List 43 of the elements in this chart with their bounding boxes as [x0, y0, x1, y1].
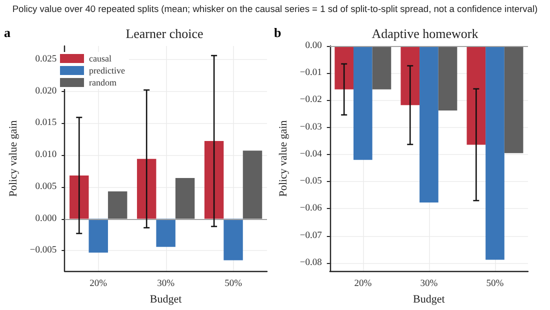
y-axis-title: Policy value gain — [8, 120, 20, 197]
y-tick-label: 0.010 — [35, 150, 57, 160]
y-tick-label: −0.005 — [30, 246, 57, 256]
y-tick-label: −0.01 — [300, 68, 322, 78]
chart-subtitle: Policy value over 40 repeated splits (mean; whisker on the causal series = 1 sd of split-to-split spread, not a confidence interval) — [11, 4, 539, 14]
y-tick-label: −0.02 — [300, 95, 322, 106]
bar — [175, 178, 195, 219]
chart-title: Learner choice — [126, 26, 204, 41]
x-tick-label: 50% — [224, 279, 242, 290]
y-tick-label: −0.07 — [300, 230, 322, 241]
x-axis-title: Budget — [150, 294, 182, 306]
y-tick-label: −0.03 — [300, 122, 322, 132]
bar — [156, 218, 176, 247]
text: b — [274, 25, 282, 40]
bar — [88, 218, 108, 253]
y-tick-label: 0.00 — [305, 41, 322, 51]
bar — [224, 218, 243, 260]
y-tick-label: 0.015 — [35, 118, 57, 128]
bar — [70, 175, 89, 219]
y-axis-title: Policy value gain — [278, 120, 290, 197]
text: a — [4, 25, 11, 40]
y-tick-label: −0.04 — [300, 149, 322, 160]
x-tick-label: 30% — [420, 279, 438, 290]
x-tick-label: 20% — [90, 279, 108, 290]
x-tick-label: 50% — [486, 279, 504, 290]
y-tick-label: 0.000 — [35, 214, 57, 224]
legend-label: causal — [89, 54, 112, 64]
bar — [108, 191, 128, 219]
chart-title: Adaptive homework — [372, 26, 479, 41]
bar — [242, 150, 262, 219]
x-tick-label: 20% — [354, 279, 372, 290]
legend-label: predictive — [89, 66, 125, 76]
y-tick-label: 0.025 — [35, 54, 57, 64]
x-tick-label: 30% — [157, 279, 175, 290]
y-tick-label: 0.020 — [35, 86, 57, 96]
x-axis-title: Budget — [413, 294, 445, 306]
bar — [204, 141, 224, 219]
y-tick-label: −0.06 — [300, 204, 322, 214]
legend-label: random — [89, 78, 116, 88]
y-tick-label: −0.08 — [300, 258, 322, 268]
bar — [136, 158, 156, 219]
y-tick-label: 0.005 — [35, 182, 57, 192]
y-tick-label: −0.05 — [300, 176, 322, 187]
